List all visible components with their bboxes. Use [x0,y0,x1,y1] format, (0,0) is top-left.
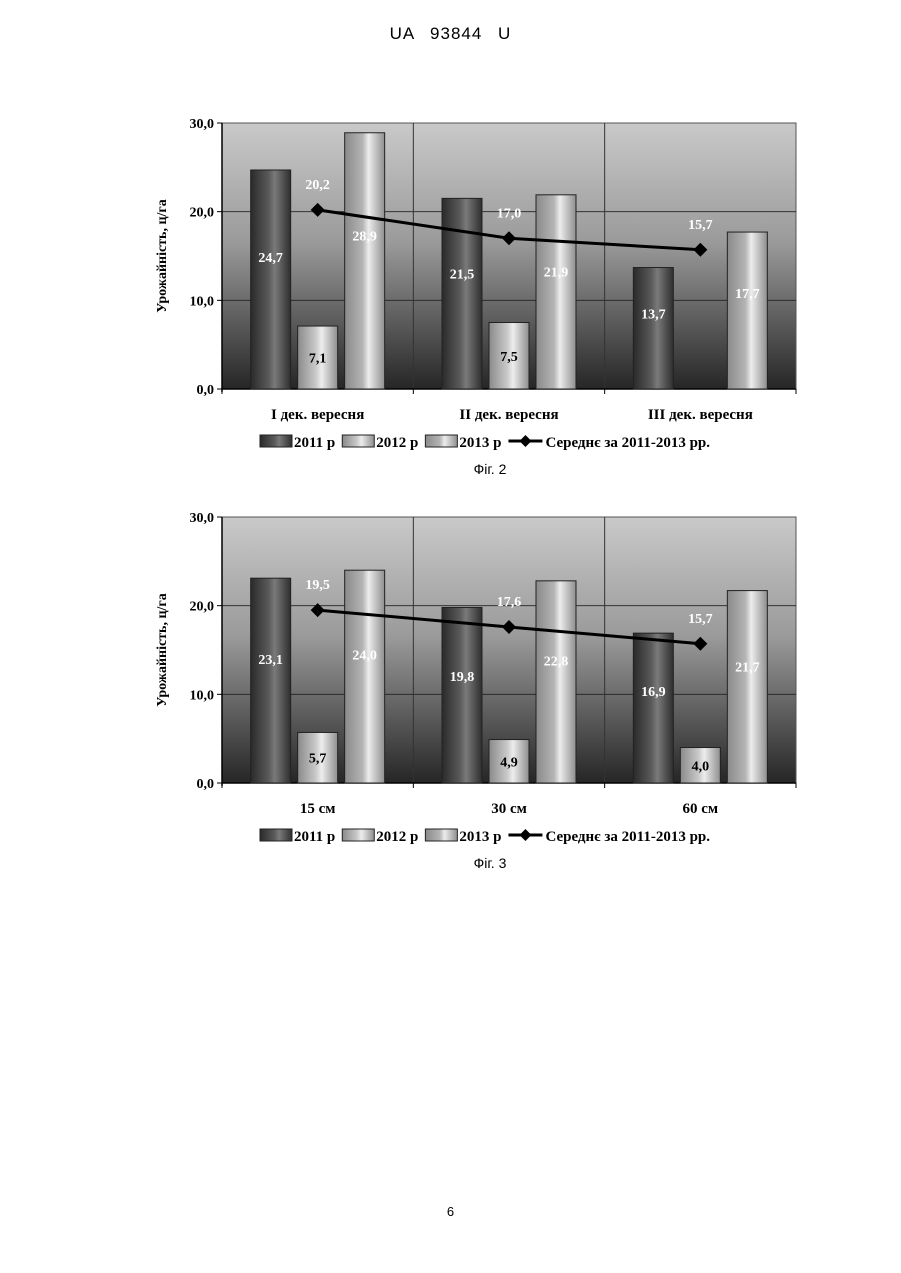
bar-2013-р [536,581,576,783]
y-tick-label: 10,0 [190,688,215,703]
legend-swatch [260,435,292,447]
y-axis-label: Урожайність, ц/га [155,593,170,707]
document-header: UA 93844 U [0,24,901,44]
bar-value-label: 28,9 [352,229,377,244]
bar-2011-р [633,633,673,783]
bar-value-label: 16,9 [641,685,666,700]
bar-2013-р [345,570,385,783]
bar-2013-р [345,133,385,389]
legend-label: Середнє за 2011-2013 рр. [545,435,710,451]
y-tick-label: 30,0 [190,511,215,526]
bar-2013-р [727,232,767,389]
legend-swatch [425,435,457,447]
bar-2011-р [442,607,482,783]
bar-value-label: 4,0 [692,759,710,774]
y-tick-label: 0,0 [197,777,215,792]
legend-marker [519,829,531,841]
bar-value-label: 17,7 [735,287,760,302]
legend-label: Середнє за 2011-2013 рр. [545,829,710,845]
bar-2013-р [536,195,576,389]
y-tick-label: 0,0 [197,383,215,398]
y-tick-label: 20,0 [190,206,215,221]
bar-2011-р [442,198,482,389]
legend-label: 2011 р [294,435,335,451]
y-tick-label: 10,0 [190,294,215,309]
bar-2013-р [727,591,767,783]
legend-swatch [342,435,374,447]
bar-value-label: 13,7 [641,308,666,323]
x-category-label: 30 см [491,801,527,817]
bar-value-label: 21,9 [544,265,569,280]
figure-3: 0,0 10,0 20,0 30,0 23,1 5,7 24,0 19,8 4,9 22,8 16,… [150,506,810,884]
x-category-label: 15 см [300,801,336,817]
bar-value-label: 7,1 [309,352,327,367]
average-value-label: 19,5 [305,578,330,593]
legend-label: 2011 р [294,829,335,845]
legend-label: 2013 р [459,829,501,845]
legend-label: 2012 р [376,435,418,451]
average-value-label: 20,2 [305,178,330,193]
bar-value-label: 23,1 [258,653,283,668]
bar-2011-р [251,578,291,783]
figure-caption: Фіг. 3 [474,855,507,871]
legend-label: 2013 р [459,435,501,451]
y-tick-label: 20,0 [190,600,215,615]
average-value-label: 15,7 [688,218,713,233]
legend-marker [519,435,531,447]
chart-fig3: 0,0 10,0 20,0 30,0 23,1 5,7 24,0 19,8 4,9 22,8 16,… [150,506,810,884]
bar-value-label: 19,8 [450,670,475,685]
y-tick-label: 30,0 [190,117,215,132]
figure-caption: Фіг. 2 [474,461,507,477]
legend-swatch [425,829,457,841]
bar-value-label: 21,7 [735,660,760,675]
bar-value-label: 21,5 [450,267,475,282]
x-category-label: 60 см [683,801,719,817]
bar-value-label: 22,8 [544,655,569,670]
bar-2011-р [251,170,291,389]
bar-value-label: 24,0 [352,649,377,664]
average-value-label: 17,6 [497,595,522,610]
bar-value-label: 5,7 [309,752,327,767]
chart-fig2: 0,0 10,0 20,0 30,0 24,7 7,1 28,9 21,5 7,5 21,9 13,… [150,112,810,492]
legend-label: 2012 р [376,829,418,845]
bar-value-label: 4,9 [500,755,518,770]
figure-2: 0,0 10,0 20,0 30,0 24,7 7,1 28,9 21,5 7,5 21,9 13,… [150,112,810,492]
page-number: 6 [0,1204,901,1219]
x-category-label: I дек. вересня [271,407,364,423]
bar-2011-р [633,268,673,389]
y-axis-label: Урожайність, ц/га [155,199,170,313]
bar-value-label: 7,5 [500,350,518,365]
legend-swatch [260,829,292,841]
average-value-label: 17,0 [497,206,522,221]
x-category-label: II дек. вересня [459,407,558,423]
bar-value-label: 24,7 [258,251,283,266]
x-category-label: III дек. вересня [648,407,753,423]
average-value-label: 15,7 [688,612,713,627]
legend-swatch [342,829,374,841]
